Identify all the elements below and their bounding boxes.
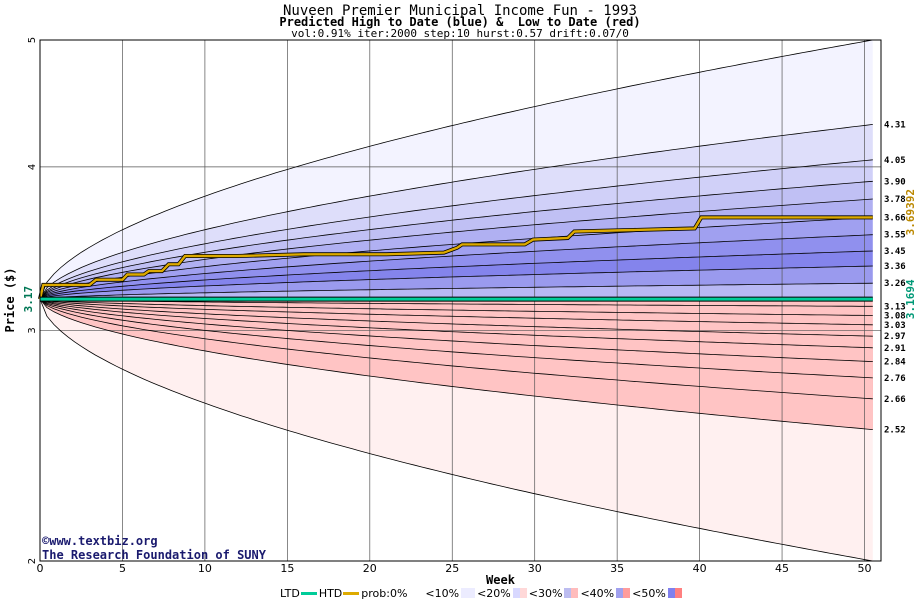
percentile-line-18: [40, 298, 873, 400]
percentile-end-label-3: 3.78: [884, 195, 906, 205]
percentile-line-8: [40, 265, 873, 300]
percentile-lines: [40, 40, 873, 561]
percentile-line-12: [40, 298, 873, 316]
percentile-line-1: [40, 124, 873, 300]
percentile-line-0: [40, 40, 873, 300]
x-tick-label-20: 20: [363, 562, 377, 575]
upper-band-3: [40, 181, 873, 300]
percentile-line-10: [40, 298, 873, 561]
legend-band-40: <40%: [580, 586, 615, 600]
credits: ©www.textbiz.org The Research Foundation…: [42, 534, 266, 562]
upper-band-0: [40, 40, 873, 300]
percentile-line-14: [40, 298, 873, 337]
percentile-end-label-9: 3.13: [884, 302, 906, 312]
legend-band-20: <20%: [477, 586, 511, 600]
probability-bands: [40, 40, 881, 561]
upper-band-6: [40, 234, 873, 300]
percentile-line-13: [40, 298, 873, 326]
legend-swatch-30: [564, 588, 579, 598]
final-value-label-0: 3.69392: [904, 189, 917, 235]
percentile-line-2: [40, 159, 873, 300]
y-tick-label-3: 3: [27, 327, 38, 333]
legend-htd-label: HTD: [318, 586, 343, 600]
legend-htd-swatch: [343, 591, 360, 595]
percentile-line-15: [40, 298, 873, 349]
chart-axes: [39, 39, 882, 562]
percentile-end-label-11: 3.03: [884, 321, 906, 331]
legend-band-10: <10%: [425, 586, 460, 600]
percentile-end-label-1: 4.05: [884, 156, 906, 166]
chart-parameters: vol:0.91% iter:2000 step:10 hurst:0.57 d…: [291, 27, 629, 40]
legend-band-30: <30%: [528, 586, 563, 600]
legend-swatch-20: [512, 588, 527, 598]
percentile-end-label-10: 3.08: [884, 311, 906, 321]
percentile-end-label-6: 3.45: [884, 247, 906, 257]
y-axis-label: Price ($): [3, 267, 17, 332]
lower-band-9: [40, 299, 873, 430]
plot-frame: [39, 39, 882, 562]
upper-band-8: [40, 266, 873, 300]
credit-website[interactable]: ©www.textbiz.org: [42, 534, 158, 548]
y-tick-label-4: 4: [27, 164, 38, 170]
percentile-line-5: [40, 217, 873, 300]
x-tick-label-5: 5: [119, 562, 126, 575]
x-tick-label-25: 25: [445, 562, 459, 575]
percentile-end-label-2: 3.90: [884, 177, 906, 187]
legend-ltd-label: LTD: [280, 586, 300, 600]
legend-swatch-50: [667, 588, 682, 598]
legend-swatch-10: [461, 588, 476, 598]
legend: LTD HTD prob:0% <10% <20% <30% <40% <50%: [280, 586, 684, 600]
legend-swatch-40: [616, 588, 631, 598]
upper-band-1: [40, 124, 873, 300]
percentile-end-label-5: 3.55: [884, 231, 906, 241]
x-tick-label-0: 0: [37, 562, 44, 575]
legend-ltd-swatch: [300, 591, 317, 595]
x-tick-label-45: 45: [775, 562, 789, 575]
y-tick-label-5: 5: [27, 37, 38, 43]
percentile-end-label-16: 2.66: [884, 395, 906, 405]
upper-band-2: [40, 159, 873, 300]
percentile-line-11: [40, 298, 873, 307]
percentile-end-label-4: 3.66: [884, 213, 906, 223]
legend-band-50: <50%: [632, 586, 666, 600]
x-tick-label-50: 50: [858, 562, 872, 575]
final-value-label-1: 3.1694: [904, 279, 917, 319]
percentile-end-label-17: 2.52: [884, 426, 906, 436]
chart-subtitle: Predicted High to Date (blue) & Low to D…: [279, 15, 641, 29]
x-tick-label-35: 35: [610, 562, 624, 575]
upper-band-9: [40, 283, 873, 300]
x-tick-label-40: 40: [693, 562, 707, 575]
series-lines: [38, 215, 873, 302]
htd-line: [38, 216, 873, 300]
percentile-end-label-12: 2.97: [884, 332, 906, 342]
percentile-line-3: [40, 180, 873, 300]
percentile-end-label-15: 2.76: [884, 374, 906, 384]
percentile-line-16: [40, 298, 873, 362]
percentile-line-17: [40, 298, 873, 379]
percentile-line-19: [40, 298, 873, 430]
start-price-label: 3.17: [22, 286, 35, 313]
percentile-line-7: [40, 250, 873, 300]
percentile-end-label-8: 3.26: [884, 279, 906, 289]
percentile-line-9: [40, 282, 873, 300]
x-axis-label: Week: [486, 573, 516, 587]
percentile-end-label-0: 4.31: [884, 120, 906, 130]
legend-prob-label: prob:0%: [361, 586, 408, 600]
percentile-end-label-14: 2.84: [884, 358, 906, 368]
upper-band-5: [40, 217, 873, 300]
percentile-line-6: [40, 234, 873, 300]
upper-band-7: [40, 251, 873, 300]
chart-title: Nuveen Premier Municipal Income Fun - 19…: [282, 3, 637, 19]
percentile-end-label-7: 3.36: [884, 262, 906, 272]
upper-band-4: [40, 199, 873, 300]
x-tick-label-15: 15: [280, 562, 294, 575]
x-tick-label-10: 10: [198, 562, 212, 575]
y-tick-label-2: 2: [27, 558, 38, 564]
credit-organization: The Research Foundation of SUNY: [42, 548, 266, 562]
percentile-end-label-13: 2.91: [884, 344, 906, 354]
x-tick-label-30: 30: [528, 562, 542, 575]
legend-swatch-0: [409, 588, 424, 598]
